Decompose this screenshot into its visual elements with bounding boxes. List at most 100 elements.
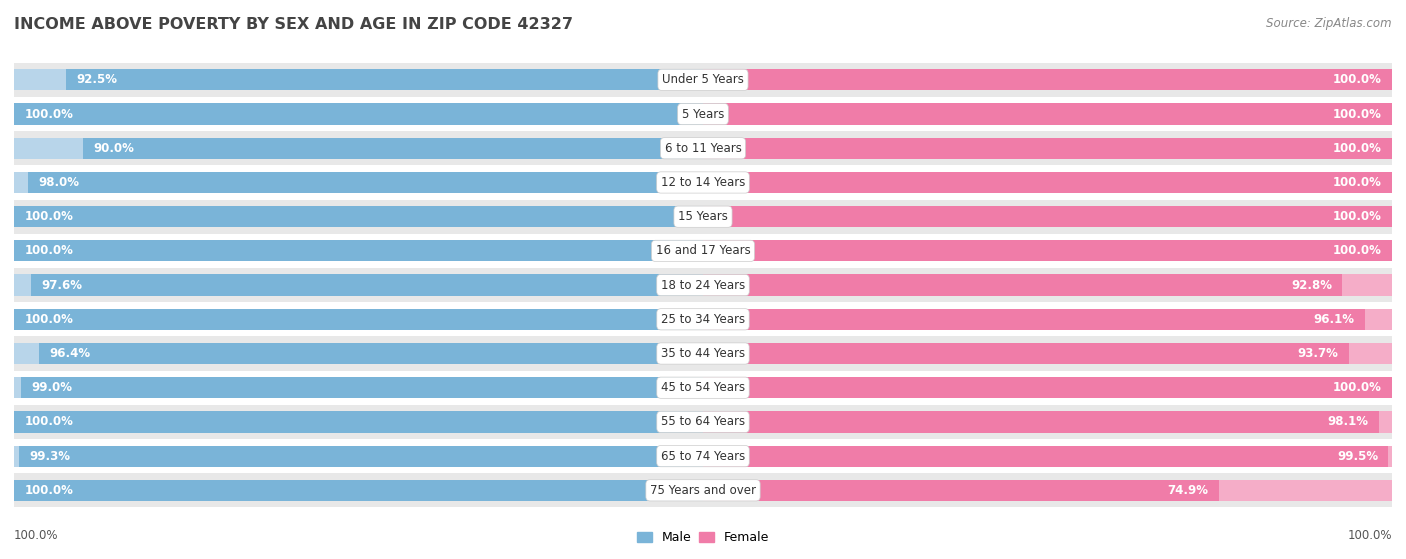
Text: 45 to 54 Years: 45 to 54 Years — [661, 381, 745, 394]
Bar — [14, 337, 1392, 371]
Bar — [14, 309, 703, 330]
Bar — [14, 200, 1392, 234]
Bar — [703, 103, 1392, 125]
Bar — [14, 240, 703, 262]
Bar — [14, 411, 703, 433]
Bar — [14, 172, 703, 193]
Text: 100.0%: 100.0% — [1333, 142, 1382, 155]
Text: 100.0%: 100.0% — [1333, 210, 1382, 223]
Text: 12 to 14 Years: 12 to 14 Years — [661, 176, 745, 189]
Bar — [703, 446, 1392, 467]
Bar — [14, 309, 703, 330]
Text: 16 and 17 Years: 16 and 17 Years — [655, 244, 751, 257]
Bar — [703, 274, 1343, 296]
Bar — [703, 309, 1392, 330]
Bar — [14, 274, 703, 296]
Legend: Male, Female: Male, Female — [631, 526, 775, 549]
Bar — [14, 138, 703, 159]
Text: 100.0%: 100.0% — [24, 244, 73, 257]
Bar — [703, 411, 1392, 433]
Text: 100.0%: 100.0% — [24, 484, 73, 497]
Bar — [14, 206, 703, 228]
Text: 98.1%: 98.1% — [1327, 415, 1368, 428]
Bar — [703, 172, 1392, 193]
Bar — [14, 103, 703, 125]
Bar — [14, 480, 703, 501]
Bar — [703, 172, 1392, 193]
Text: 18 to 24 Years: 18 to 24 Years — [661, 278, 745, 292]
Bar — [14, 240, 703, 262]
Bar — [31, 274, 703, 296]
Bar — [703, 480, 1392, 501]
Text: 100.0%: 100.0% — [1333, 73, 1382, 86]
Bar — [703, 446, 1389, 467]
Bar — [14, 63, 1392, 97]
Text: 98.0%: 98.0% — [38, 176, 79, 189]
Bar — [14, 206, 703, 228]
Text: 65 to 74 Years: 65 to 74 Years — [661, 449, 745, 463]
Bar — [14, 480, 703, 501]
Text: 100.0%: 100.0% — [24, 415, 73, 428]
Text: 100.0%: 100.0% — [24, 107, 73, 121]
Bar — [21, 377, 703, 399]
Bar — [703, 69, 1392, 91]
Bar — [14, 69, 703, 91]
Text: 55 to 64 Years: 55 to 64 Years — [661, 415, 745, 428]
Text: 92.8%: 92.8% — [1291, 278, 1331, 292]
Bar — [703, 240, 1392, 262]
Text: Source: ZipAtlas.com: Source: ZipAtlas.com — [1267, 17, 1392, 30]
Bar — [14, 411, 703, 433]
Bar — [703, 309, 1365, 330]
Bar — [14, 405, 1392, 439]
Bar — [14, 343, 703, 364]
Bar — [703, 206, 1392, 228]
Bar — [14, 131, 1392, 165]
Text: 99.3%: 99.3% — [30, 449, 70, 463]
Bar — [703, 343, 1392, 364]
Bar — [703, 343, 1348, 364]
Bar — [66, 69, 703, 91]
Bar — [14, 446, 703, 467]
Text: 92.5%: 92.5% — [76, 73, 117, 86]
Bar — [703, 240, 1392, 262]
Text: 100.0%: 100.0% — [1333, 176, 1382, 189]
Text: INCOME ABOVE POVERTY BY SEX AND AGE IN ZIP CODE 42327: INCOME ABOVE POVERTY BY SEX AND AGE IN Z… — [14, 17, 574, 32]
Text: 100.0%: 100.0% — [24, 313, 73, 326]
Bar — [703, 411, 1379, 433]
Text: 96.4%: 96.4% — [49, 347, 90, 360]
Bar — [14, 473, 1392, 508]
Text: 90.0%: 90.0% — [93, 142, 134, 155]
Bar — [14, 268, 1392, 302]
Text: 100.0%: 100.0% — [1333, 107, 1382, 121]
Bar — [14, 103, 703, 125]
Bar — [39, 343, 703, 364]
Text: 25 to 34 Years: 25 to 34 Years — [661, 313, 745, 326]
Bar — [703, 377, 1392, 399]
Text: 5 Years: 5 Years — [682, 107, 724, 121]
Text: 97.6%: 97.6% — [41, 278, 82, 292]
Text: 35 to 44 Years: 35 to 44 Years — [661, 347, 745, 360]
Text: 100.0%: 100.0% — [1347, 529, 1392, 542]
Text: 100.0%: 100.0% — [1333, 381, 1382, 394]
Bar — [703, 480, 1219, 501]
Bar — [703, 138, 1392, 159]
Bar — [703, 274, 1392, 296]
Bar — [703, 103, 1392, 125]
Text: 99.5%: 99.5% — [1337, 449, 1378, 463]
Text: 100.0%: 100.0% — [1333, 244, 1382, 257]
Text: 74.9%: 74.9% — [1167, 484, 1209, 497]
Bar — [14, 377, 703, 399]
Bar — [703, 138, 1392, 159]
Text: 100.0%: 100.0% — [24, 210, 73, 223]
Text: Under 5 Years: Under 5 Years — [662, 73, 744, 86]
Text: 15 Years: 15 Years — [678, 210, 728, 223]
Bar — [703, 206, 1392, 228]
Bar — [18, 446, 703, 467]
Bar — [703, 69, 1392, 91]
Text: 99.0%: 99.0% — [31, 381, 72, 394]
Text: 96.1%: 96.1% — [1313, 313, 1355, 326]
Text: 6 to 11 Years: 6 to 11 Years — [665, 142, 741, 155]
Text: 93.7%: 93.7% — [1298, 347, 1339, 360]
Bar — [703, 377, 1392, 399]
Text: 100.0%: 100.0% — [14, 529, 59, 542]
